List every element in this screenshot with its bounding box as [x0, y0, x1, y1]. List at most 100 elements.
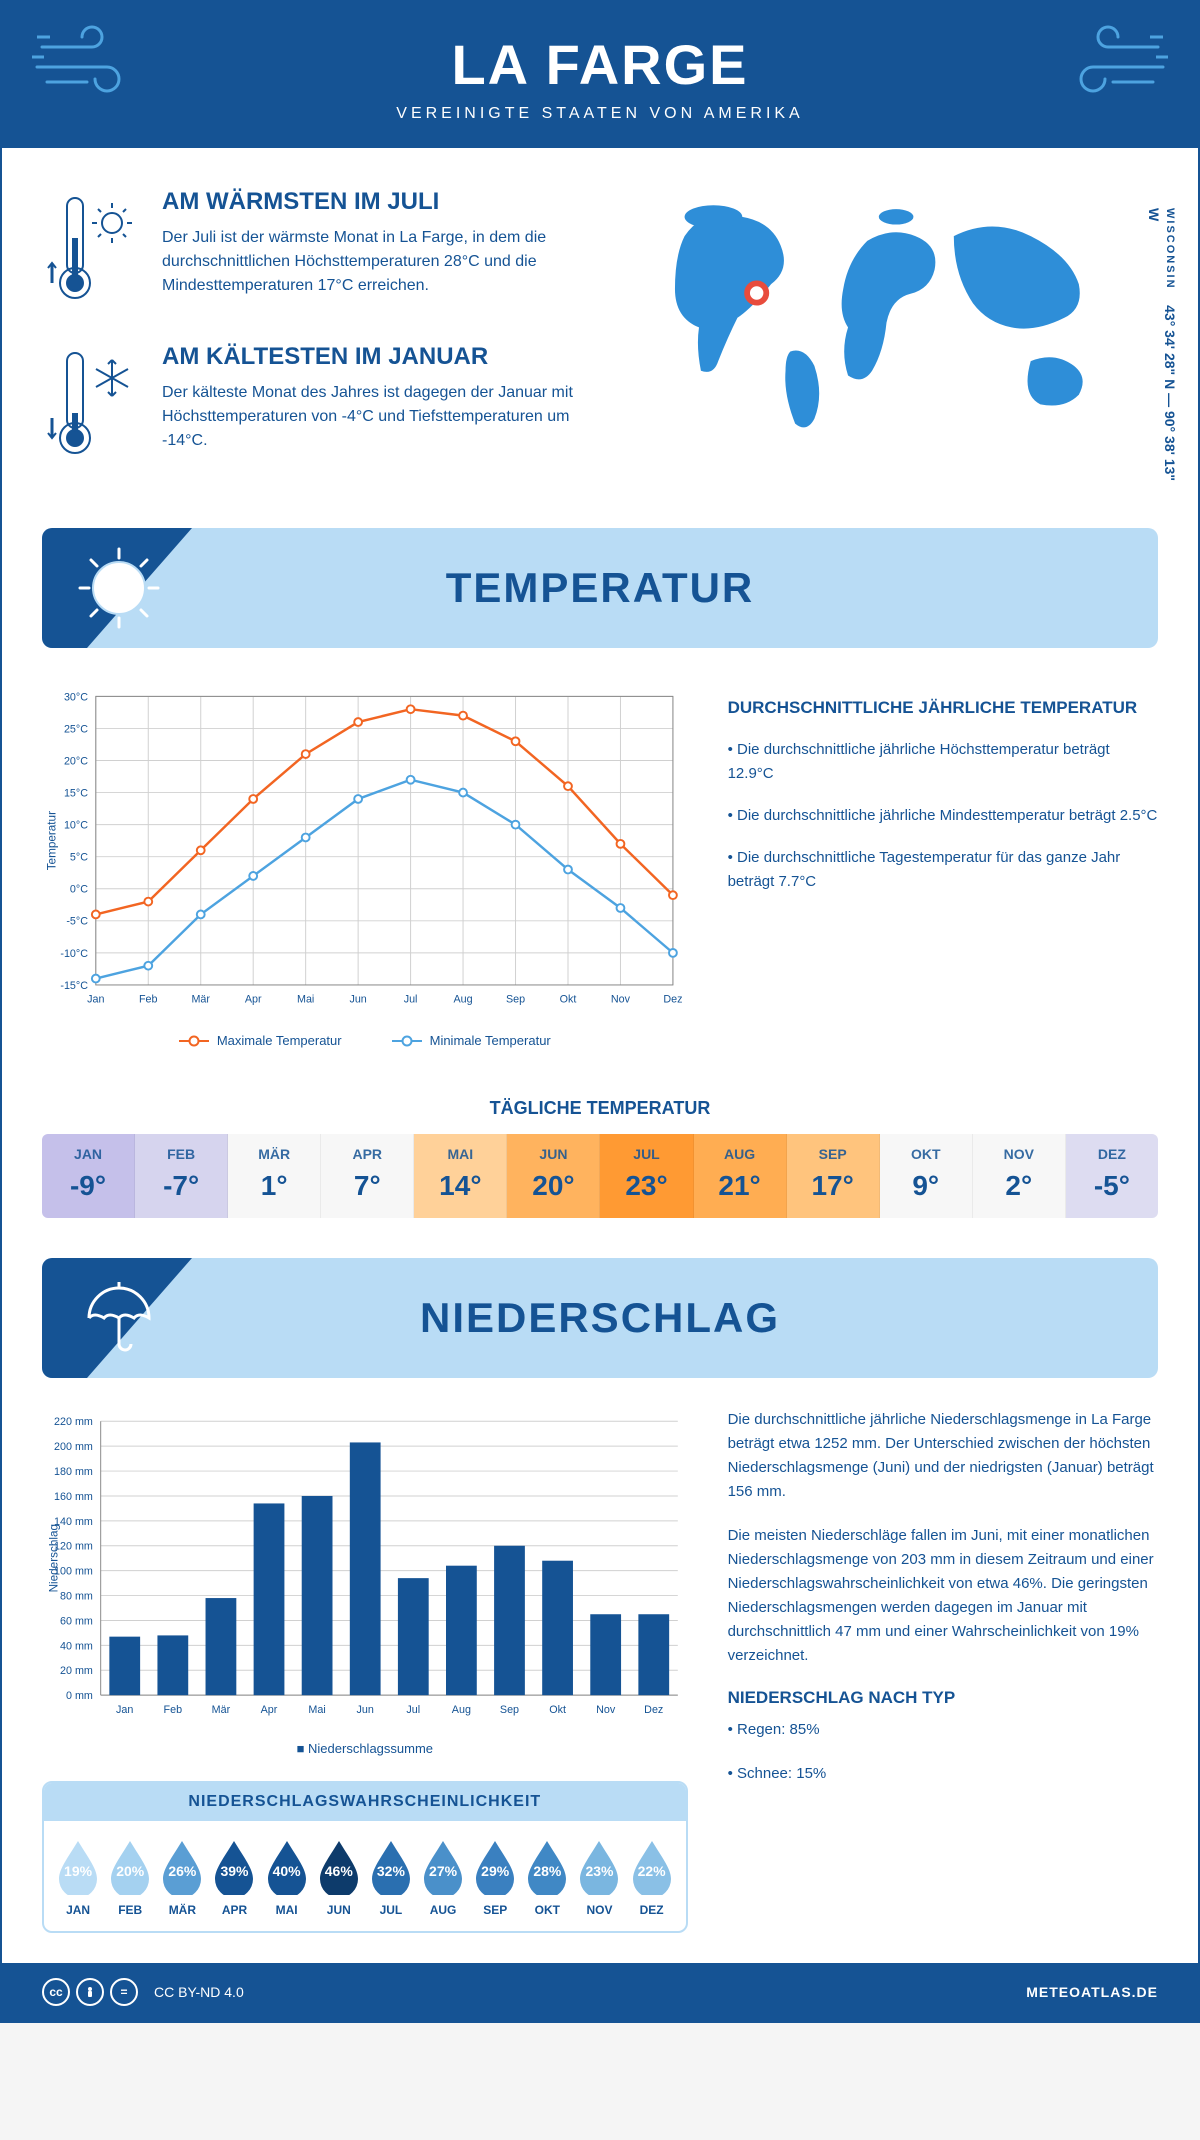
- legend-max: Maximale Temperatur: [217, 1033, 342, 1048]
- svg-text:5°C: 5°C: [70, 852, 88, 864]
- location-marker: [747, 283, 766, 302]
- prob-cell: 26% MÄR: [158, 1839, 206, 1917]
- svg-text:Sep: Sep: [506, 994, 525, 1006]
- legend-min: Minimale Temperatur: [430, 1033, 551, 1048]
- precip-para-2: Die meisten Niederschläge fallen im Juni…: [728, 1524, 1158, 1668]
- svg-text:Jul: Jul: [404, 994, 418, 1006]
- prob-cell: 19% JAN: [54, 1839, 102, 1917]
- svg-text:Temperatur: Temperatur: [46, 811, 59, 870]
- svg-text:60 mm: 60 mm: [60, 1615, 93, 1627]
- temp-fact-1: • Die durchschnittliche jährliche Höchst…: [728, 738, 1158, 786]
- svg-text:Dez: Dez: [644, 1704, 663, 1716]
- infographic-page: LA FARGE VEREINIGTE STAATEN VON AMERIKA: [0, 0, 1200, 2023]
- svg-text:Mär: Mär: [212, 1704, 231, 1716]
- svg-text:25°C: 25°C: [64, 723, 88, 735]
- temperature-content: -15°C-10°C-5°C0°C5°C10°C15°C20°C25°C30°C…: [2, 678, 1198, 1068]
- coldest-text: Der kälteste Monat des Jahres ist dagege…: [162, 381, 585, 453]
- temperature-title: TEMPERATUR: [446, 564, 755, 612]
- svg-text:Okt: Okt: [560, 994, 577, 1006]
- temperature-section-header: TEMPERATUR: [42, 528, 1158, 648]
- precip-type-title: NIEDERSCHLAG NACH TYP: [728, 1688, 1158, 1708]
- precip-para-1: Die durchschnittliche jährliche Niedersc…: [728, 1408, 1158, 1504]
- temp-facts-title: DURCHSCHNITTLICHE JÄHRLICHE TEMPERATUR: [728, 698, 1158, 718]
- svg-text:Jul: Jul: [406, 1704, 420, 1716]
- prob-cell: 27% AUG: [419, 1839, 467, 1917]
- header: LA FARGE VEREINIGTE STAATEN VON AMERIKA: [2, 2, 1198, 148]
- svg-text:-10°C: -10°C: [60, 948, 88, 960]
- daily-cell: DEZ-5°: [1066, 1134, 1158, 1218]
- svg-text:Aug: Aug: [453, 994, 472, 1006]
- svg-text:0 mm: 0 mm: [66, 1690, 93, 1702]
- temperature-line-chart: -15°C-10°C-5°C0°C5°C10°C15°C20°C25°C30°C…: [42, 678, 688, 1018]
- prob-cell: 40% MAI: [263, 1839, 311, 1917]
- svg-text:220 mm: 220 mm: [54, 1416, 93, 1428]
- thermometer-snow-icon: [42, 343, 142, 463]
- daily-cell: FEB-7°: [135, 1134, 228, 1218]
- svg-text:40 mm: 40 mm: [60, 1640, 93, 1652]
- svg-text:80 mm: 80 mm: [60, 1590, 93, 1602]
- svg-text:0°C: 0°C: [70, 884, 88, 896]
- warmest-text: Der Juli ist der wärmste Monat in La Far…: [162, 226, 585, 298]
- svg-text:-15°C: -15°C: [60, 980, 88, 992]
- svg-text:Niederschlag: Niederschlag: [48, 1524, 61, 1592]
- svg-text:Mär: Mär: [191, 994, 210, 1006]
- world-map: [615, 188, 1158, 438]
- license-block: cc = CC BY-ND 4.0: [42, 1978, 244, 2006]
- svg-text:-5°C: -5°C: [66, 916, 88, 928]
- daily-cell: MÄR1°: [228, 1134, 321, 1218]
- precip-type-1: • Regen: 85%: [728, 1718, 1158, 1742]
- svg-text:Jun: Jun: [357, 1704, 374, 1716]
- svg-text:Feb: Feb: [164, 1704, 183, 1716]
- coldest-title: AM KÄLTESTEN IM JANUAR: [162, 343, 585, 371]
- daily-cell: JUL23°: [600, 1134, 693, 1218]
- cc-icon: cc: [42, 1978, 70, 2006]
- svg-text:200 mm: 200 mm: [54, 1441, 93, 1453]
- svg-text:Aug: Aug: [452, 1704, 471, 1716]
- wind-icon-right: [1048, 22, 1168, 102]
- license-text: CC BY-ND 4.0: [154, 1984, 244, 2000]
- daily-cell: JUN20°: [507, 1134, 600, 1218]
- prob-cell: 20% FEB: [106, 1839, 154, 1917]
- daily-temp-row: JAN-9°FEB-7°MÄR1°APR7°MAI14°JUN20°JUL23°…: [42, 1134, 1158, 1218]
- svg-text:Apr: Apr: [245, 994, 262, 1006]
- warmest-fact: AM WÄRMSTEN IM JULI Der Juli ist der wär…: [42, 188, 585, 308]
- daily-cell: AUG21°: [694, 1134, 787, 1218]
- svg-text:180 mm: 180 mm: [54, 1466, 93, 1478]
- svg-text:Jan: Jan: [87, 994, 104, 1006]
- svg-text:160 mm: 160 mm: [54, 1491, 93, 1503]
- umbrella-icon: [77, 1276, 162, 1361]
- country-subtitle: VEREINIGTE STAATEN VON AMERIKA: [22, 105, 1178, 123]
- svg-text:Sep: Sep: [500, 1704, 519, 1716]
- daily-cell: MAI14°: [414, 1134, 507, 1218]
- precip-title: NIEDERSCHLAG: [420, 1294, 780, 1342]
- thermometer-sun-icon: [42, 188, 142, 308]
- svg-text:Mai: Mai: [297, 994, 314, 1006]
- daily-cell: OKT9°: [880, 1134, 973, 1218]
- prob-cell: 22% DEZ: [628, 1839, 676, 1917]
- temperature-legend: Maximale Temperatur Minimale Temperatur: [42, 1033, 688, 1048]
- precip-bar-chart: 0 mm20 mm40 mm60 mm80 mm100 mm120 mm140 …: [42, 1408, 688, 1728]
- by-icon: [76, 1978, 104, 2006]
- svg-text:Mai: Mai: [308, 1704, 325, 1716]
- daily-cell: SEP17°: [787, 1134, 880, 1218]
- svg-text:Jan: Jan: [116, 1704, 133, 1716]
- svg-text:20°C: 20°C: [64, 755, 88, 767]
- sun-icon: [77, 546, 162, 631]
- svg-text:Nov: Nov: [611, 994, 631, 1006]
- precip-type-2: • Schnee: 15%: [728, 1762, 1158, 1786]
- coldest-fact: AM KÄLTESTEN IM JANUAR Der kälteste Mona…: [42, 343, 585, 463]
- state-label: WISCONSIN: [1164, 208, 1176, 290]
- prob-row: 19% JAN 20% FEB 26% MÄR 39% APR 40% MAI: [44, 1821, 686, 1931]
- svg-text:10°C: 10°C: [64, 820, 88, 832]
- temp-fact-2: • Die durchschnittliche jährliche Mindes…: [728, 804, 1158, 828]
- city-title: LA FARGE: [22, 32, 1178, 97]
- svg-text:Nov: Nov: [596, 1704, 616, 1716]
- prob-cell: 46% JUN: [315, 1839, 363, 1917]
- prob-cell: 23% NOV: [575, 1839, 623, 1917]
- daily-cell: NOV2°: [973, 1134, 1066, 1218]
- svg-text:20 mm: 20 mm: [60, 1665, 93, 1677]
- svg-text:Feb: Feb: [139, 994, 158, 1006]
- svg-text:Okt: Okt: [549, 1704, 566, 1716]
- precip-legend: Niederschlagssumme: [42, 1741, 688, 1756]
- svg-text:Dez: Dez: [663, 994, 682, 1006]
